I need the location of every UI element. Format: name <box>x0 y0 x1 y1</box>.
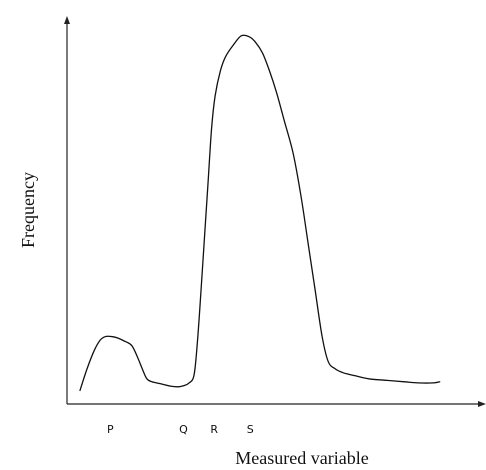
x-tick-label-q: Q <box>179 423 188 436</box>
x-tick-label-r: R <box>210 423 218 436</box>
axes <box>64 16 486 407</box>
y-axis-arrow-icon <box>64 16 70 24</box>
x-tick-label-s: S <box>247 423 254 436</box>
x-tick-labels: P Q R S <box>107 423 254 436</box>
frequency-curve-line <box>79 34 441 392</box>
y-axis-title: Frequency <box>18 172 38 248</box>
x-tick-label-p: P <box>107 423 114 436</box>
x-axis-arrow-icon <box>478 401 486 407</box>
x-axis-title: Measured variable <box>235 448 368 468</box>
series-layer <box>79 34 441 392</box>
